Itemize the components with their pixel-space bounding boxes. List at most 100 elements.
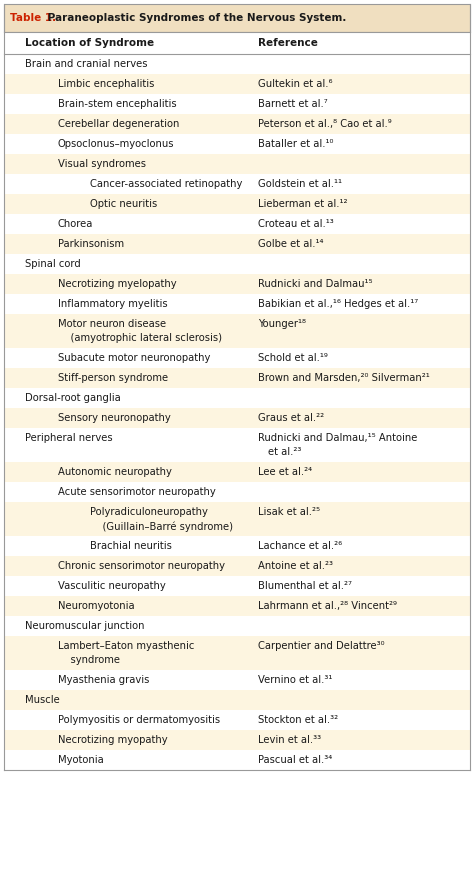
Text: Barnett et al.⁷: Barnett et al.⁷ [258,99,328,109]
Text: Croteau et al.¹³: Croteau et al.¹³ [258,219,334,229]
Text: Rudnicki and Dalmau,¹⁵ Antoine: Rudnicki and Dalmau,¹⁵ Antoine [258,432,418,443]
Text: Acute sensorimotor neuropathy: Acute sensorimotor neuropathy [57,487,215,497]
Bar [4,94,470,114]
Text: syndrome: syndrome [57,656,119,665]
Bar [4,596,470,616]
Text: Lee et al.²⁴: Lee et al.²⁴ [258,467,312,477]
Text: Muscle: Muscle [25,695,60,705]
Text: Polymyositis or dermatomyositis: Polymyositis or dermatomyositis [57,715,220,725]
Bar [4,32,470,54]
Bar [4,556,470,576]
Text: Antoine et al.²³: Antoine et al.²³ [258,561,333,571]
Text: Levin et al.³³: Levin et al.³³ [258,735,321,745]
Text: Brain and cranial nerves: Brain and cranial nerves [25,59,147,69]
Bar [4,670,470,690]
Text: Limbic encephalitis: Limbic encephalitis [57,79,154,89]
Bar [4,154,470,174]
Text: Dorsal-root ganglia: Dorsal-root ganglia [25,393,121,403]
Text: Sensory neuronopathy: Sensory neuronopathy [57,413,170,423]
Text: Lahrmann et al.,²⁸ Vincent²⁹: Lahrmann et al.,²⁸ Vincent²⁹ [258,601,397,611]
Text: Paraneoplastic Syndromes of the Nervous System.: Paraneoplastic Syndromes of the Nervous … [44,13,346,23]
Bar [4,730,470,750]
Text: Bataller et al.¹⁰: Bataller et al.¹⁰ [258,139,334,149]
Text: Rudnicki and Dalmau¹⁵: Rudnicki and Dalmau¹⁵ [258,279,373,289]
Text: Lachance et al.²⁶: Lachance et al.²⁶ [258,541,342,551]
Bar [4,368,470,388]
Text: Brachial neuritis: Brachial neuritis [90,541,172,551]
Bar [4,576,470,596]
Text: (Guillain–Barré syndrome): (Guillain–Barré syndrome) [90,521,233,532]
Text: Optic neuritis: Optic neuritis [90,199,157,209]
Bar [4,4,470,32]
Text: Vasculitic neuropathy: Vasculitic neuropathy [57,581,165,591]
Text: Lambert–Eaton myasthenic: Lambert–Eaton myasthenic [57,641,194,650]
Text: Necrotizing myopathy: Necrotizing myopathy [57,735,167,745]
Bar [4,502,470,536]
Text: Lieberman et al.¹²: Lieberman et al.¹² [258,199,347,209]
Text: Peripheral nerves: Peripheral nerves [25,432,113,443]
Text: Neuromuscular junction: Neuromuscular junction [25,621,145,631]
Text: Lisak et al.²⁵: Lisak et al.²⁵ [258,507,320,517]
Bar [4,482,470,502]
Text: Blumenthal et al.²⁷: Blumenthal et al.²⁷ [258,581,352,591]
Text: Stiff-person syndrome: Stiff-person syndrome [57,373,168,383]
Text: Neuromyotonia: Neuromyotonia [57,601,134,611]
Text: Schold et al.¹⁹: Schold et al.¹⁹ [258,353,328,363]
Text: Myotonia: Myotonia [57,755,103,765]
Text: et al.²³: et al.²³ [267,447,301,458]
Text: Brain-stem encephalitis: Brain-stem encephalitis [57,99,176,109]
Bar [4,74,470,94]
Bar [4,314,470,348]
Bar [4,750,470,770]
Bar [4,254,470,274]
Text: Reference: Reference [258,38,318,48]
Text: Chorea: Chorea [57,219,93,229]
Text: Cerebellar degeneration: Cerebellar degeneration [57,119,179,129]
Bar [4,174,470,194]
Bar [4,690,470,710]
Bar [4,274,470,294]
Text: Motor neuron disease: Motor neuron disease [57,319,166,328]
Text: Graus et al.²²: Graus et al.²² [258,413,324,423]
Bar [4,54,470,74]
Text: Gultekin et al.⁶: Gultekin et al.⁶ [258,79,333,89]
Text: Golbe et al.¹⁴: Golbe et al.¹⁴ [258,239,324,249]
Text: Younger¹⁸: Younger¹⁸ [258,319,306,328]
Bar [4,710,470,730]
Text: Cancer-associated retinopathy: Cancer-associated retinopathy [90,179,243,189]
Bar [4,194,470,214]
Text: Parkinsonism: Parkinsonism [57,239,124,249]
Text: Location of Syndrome: Location of Syndrome [25,38,154,48]
Text: Vernino et al.³¹: Vernino et al.³¹ [258,675,332,685]
Text: Brown and Marsden,²⁰ Silverman²¹: Brown and Marsden,²⁰ Silverman²¹ [258,373,430,383]
Text: Stockton et al.³²: Stockton et al.³² [258,715,338,725]
Bar [4,616,470,636]
Bar [4,114,470,134]
Bar [4,428,470,462]
Text: Inflammatory myelitis: Inflammatory myelitis [57,299,167,309]
Bar [4,134,470,154]
Text: Autonomic neuropathy: Autonomic neuropathy [57,467,172,477]
Text: Visual syndromes: Visual syndromes [57,159,146,169]
Text: Subacute motor neuronopathy: Subacute motor neuronopathy [57,353,210,363]
Bar [4,214,470,234]
Text: Spinal cord: Spinal cord [25,259,81,269]
Bar [4,536,470,556]
Bar [4,388,470,408]
Text: Opsoclonus–myoclonus: Opsoclonus–myoclonus [57,139,174,149]
Bar [4,462,470,482]
Text: Myasthenia gravis: Myasthenia gravis [57,675,149,685]
Bar [4,234,470,254]
Text: Babikian et al.,¹⁶ Hedges et al.¹⁷: Babikian et al.,¹⁶ Hedges et al.¹⁷ [258,299,418,309]
Text: Table 1.: Table 1. [9,13,56,23]
Text: Pascual et al.³⁴: Pascual et al.³⁴ [258,755,332,765]
Bar [4,348,470,368]
Bar [4,294,470,314]
Text: Polyradiculoneuropathy: Polyradiculoneuropathy [90,507,208,517]
Bar [4,636,470,670]
Text: Chronic sensorimotor neuropathy: Chronic sensorimotor neuropathy [57,561,225,571]
Text: Necrotizing myelopathy: Necrotizing myelopathy [57,279,176,289]
Text: (amyotrophic lateral sclerosis): (amyotrophic lateral sclerosis) [57,334,221,343]
Text: Goldstein et al.¹¹: Goldstein et al.¹¹ [258,179,342,189]
Text: Peterson et al.,⁸ Cao et al.⁹: Peterson et al.,⁸ Cao et al.⁹ [258,119,392,129]
